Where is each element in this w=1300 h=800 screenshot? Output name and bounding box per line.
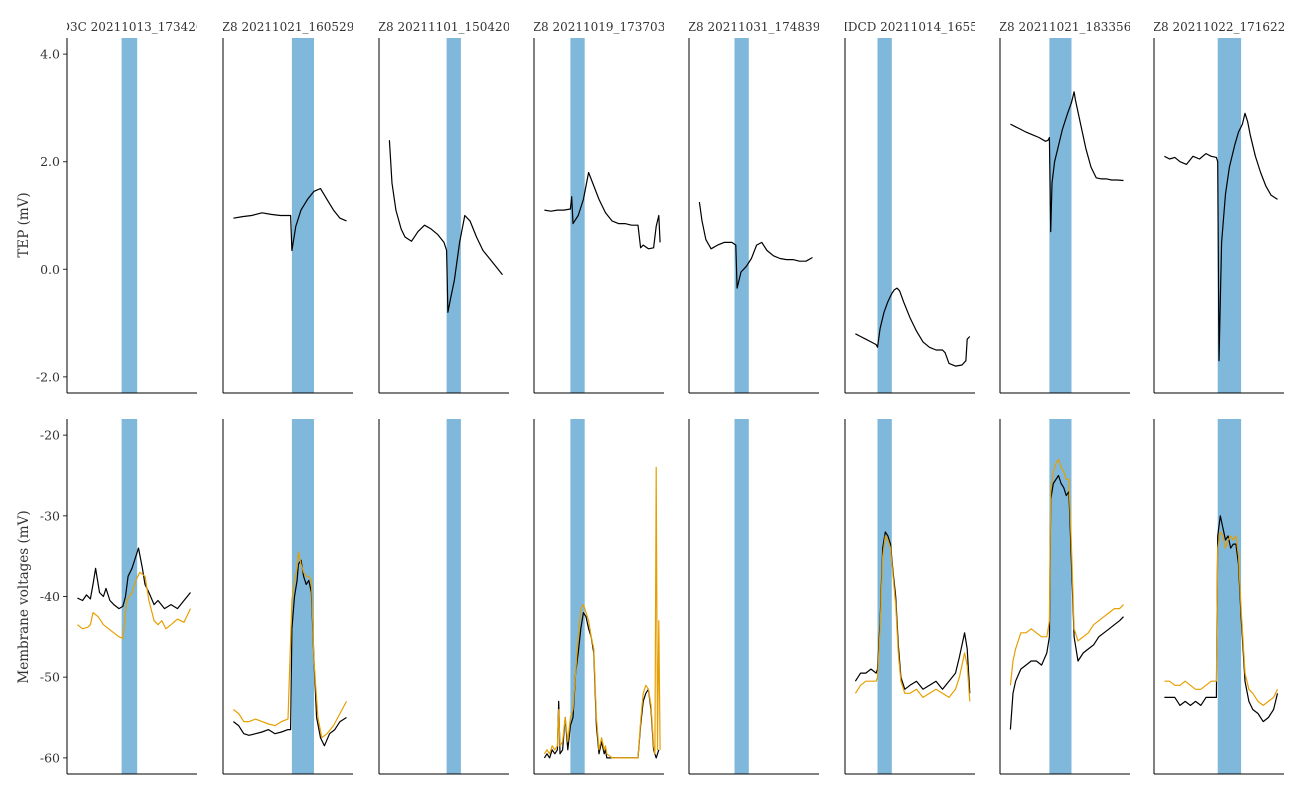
series-line xyxy=(855,287,971,367)
y-tick-label: -30 xyxy=(40,508,60,523)
y-tick-label: 2.0 xyxy=(40,154,60,169)
stim-band xyxy=(1049,419,1072,774)
series-line xyxy=(1164,531,1279,707)
y-tick-label: -2.0 xyxy=(36,369,60,384)
stim-band xyxy=(1049,38,1072,393)
stim-band xyxy=(446,38,461,393)
stim-band xyxy=(734,38,749,393)
panel-title: Z8 20211101_150420 xyxy=(378,20,511,34)
panel-title: Z8 20211031_174839 xyxy=(688,20,821,34)
stim-band xyxy=(734,419,749,774)
stim-band xyxy=(121,38,138,393)
series-line xyxy=(698,202,813,289)
stim-band xyxy=(570,419,585,774)
series-line xyxy=(1164,515,1279,723)
series-line xyxy=(543,611,660,759)
series-line xyxy=(1009,474,1124,730)
stim-band xyxy=(877,38,892,393)
panel-title: D3C 20211013_173420 xyxy=(60,20,203,34)
series-line xyxy=(233,551,348,739)
y-tick-label: 0.0 xyxy=(40,262,60,277)
y-tick-label: -40 xyxy=(40,589,60,604)
stim-band xyxy=(291,38,314,393)
y-tick-label: -20 xyxy=(40,428,60,443)
ylabel-row-0: TEP (mV) xyxy=(16,192,32,257)
series-line xyxy=(1010,91,1124,233)
series-line xyxy=(1009,458,1124,686)
ylabel-row-1: Membrane voltages (mV) xyxy=(16,510,32,683)
panel-title: Z8 20211019_173703 xyxy=(533,20,666,34)
stim-band xyxy=(291,419,314,774)
y-tick-label: 4.0 xyxy=(40,47,60,62)
series-line xyxy=(543,466,661,759)
stim-band xyxy=(446,419,461,774)
series-line xyxy=(233,188,347,252)
series-line xyxy=(1164,112,1278,362)
series-line xyxy=(77,547,191,610)
series-line xyxy=(77,571,192,640)
panel-title: Z8 20211021_160529 xyxy=(222,20,355,34)
panel-title: Z8 20211021_183356 xyxy=(999,20,1132,34)
y-tick-label: -60 xyxy=(40,750,60,765)
series-line xyxy=(544,171,661,250)
series-line xyxy=(854,535,971,702)
panel-title: Z8 20211022_171622 xyxy=(1153,20,1286,34)
stim-band xyxy=(1217,38,1242,393)
stim-band xyxy=(877,419,892,774)
panel-title: AMDCD 20211014_165514 xyxy=(826,20,993,34)
series-line xyxy=(388,140,503,313)
stim-band xyxy=(1217,419,1242,774)
series-line xyxy=(233,559,347,747)
y-tick-label: -50 xyxy=(40,670,60,685)
series-line xyxy=(854,531,971,694)
